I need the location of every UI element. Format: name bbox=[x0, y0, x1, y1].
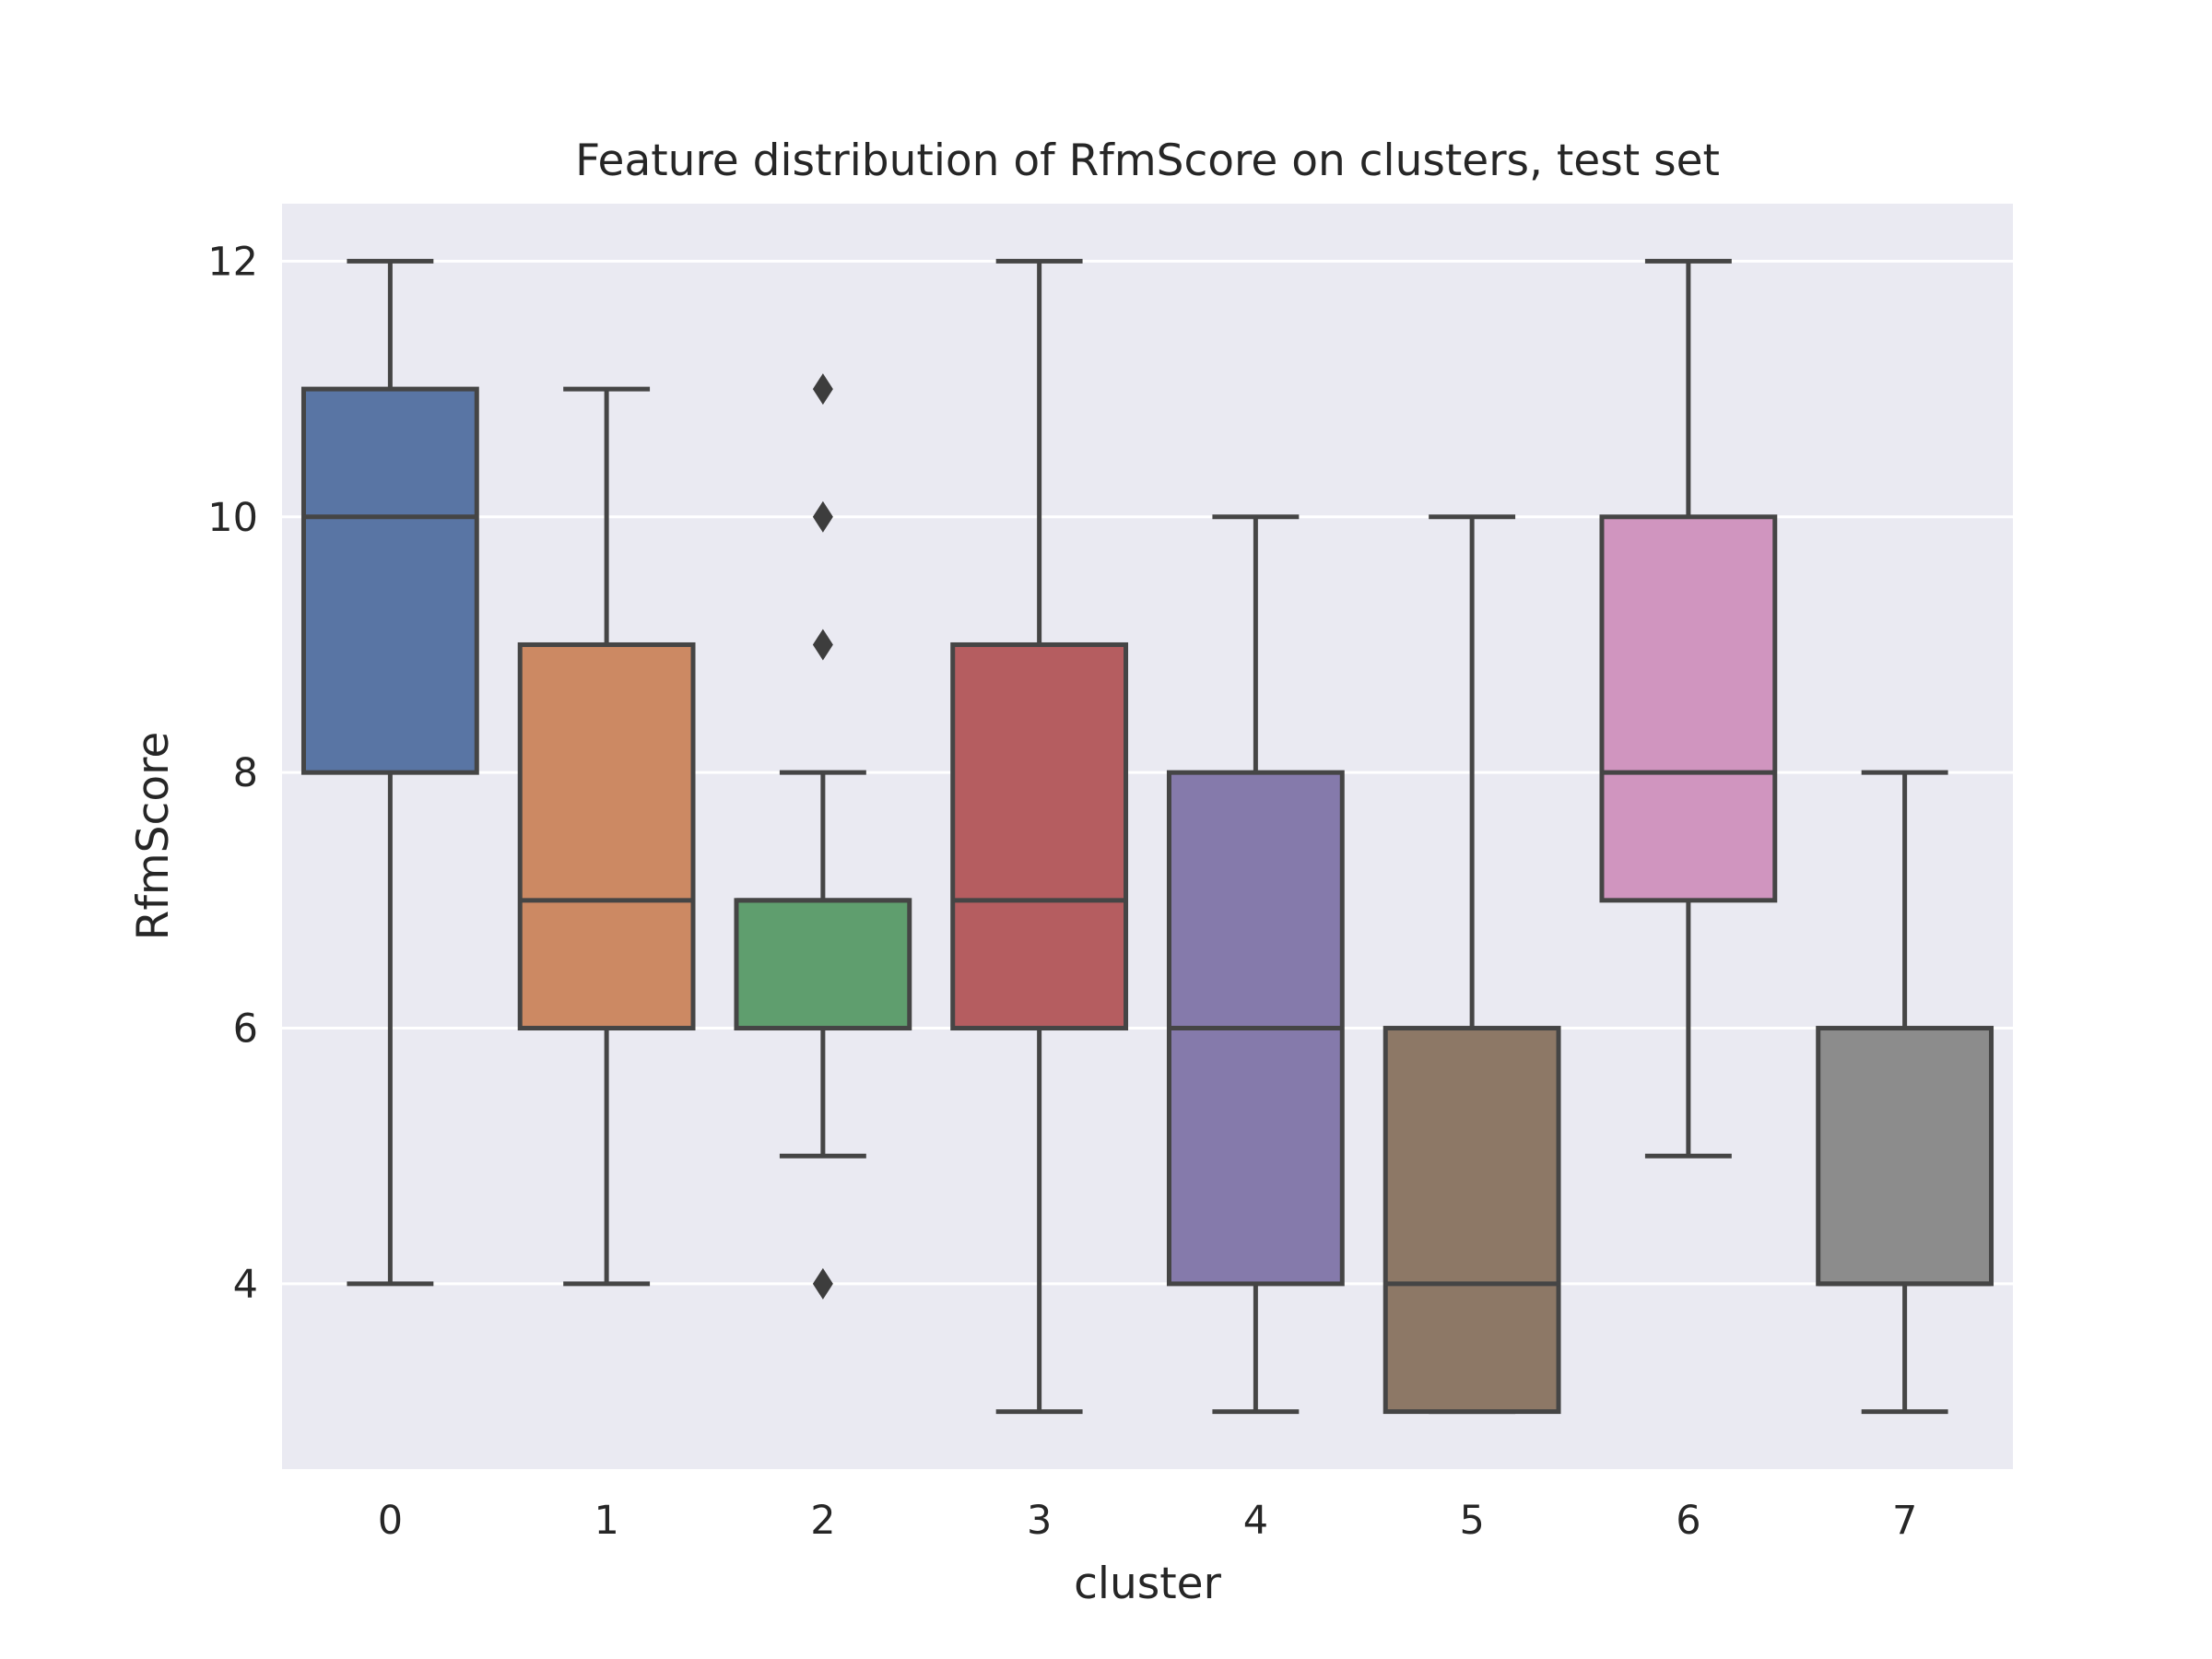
x-tick-label: 4 bbox=[1243, 1498, 1268, 1544]
outlier-point bbox=[812, 500, 833, 533]
box-cluster-2 bbox=[734, 373, 912, 1300]
chart-title: Feature distribution of RfmScore on clus… bbox=[575, 135, 1720, 186]
outlier-point bbox=[812, 373, 833, 406]
x-tick-label: 1 bbox=[594, 1498, 618, 1544]
x-tick-label: 3 bbox=[1027, 1498, 1052, 1544]
box-cluster-6 bbox=[1599, 258, 1778, 1159]
iqr-box bbox=[734, 898, 912, 1031]
iqr-box bbox=[950, 641, 1129, 1031]
box-cluster-3 bbox=[950, 258, 1129, 1415]
x-tick-label: 2 bbox=[810, 1498, 835, 1544]
x-tick-labels: 0 1 2 3 4 5 6 7 bbox=[378, 1498, 1918, 1544]
box-cluster-1 bbox=[517, 386, 696, 1287]
box-cluster-4 bbox=[1166, 514, 1345, 1415]
x-tick-label: 7 bbox=[1892, 1498, 1917, 1544]
iqr-box bbox=[1382, 1026, 1561, 1415]
box-cluster-0 bbox=[300, 258, 479, 1287]
iqr-box bbox=[1816, 1026, 1994, 1287]
y-tick-labels: 4 6 8 10 12 bbox=[207, 239, 258, 1307]
x-tick-label: 6 bbox=[1676, 1498, 1700, 1544]
y-tick-label: 6 bbox=[233, 1006, 258, 1053]
iqr-box bbox=[300, 386, 479, 775]
y-tick-label: 10 bbox=[207, 495, 258, 541]
x-tick-label: 0 bbox=[378, 1498, 403, 1544]
outlier-point bbox=[812, 629, 833, 661]
y-tick-label: 4 bbox=[233, 1262, 258, 1308]
box-cluster-7 bbox=[1816, 770, 1994, 1415]
x-tick-label: 5 bbox=[1459, 1498, 1484, 1544]
y-axis-label: RfmScore bbox=[128, 732, 179, 941]
y-tick-label: 12 bbox=[207, 239, 258, 285]
box-cluster-5 bbox=[1382, 514, 1561, 1415]
outlier-point bbox=[812, 1267, 833, 1300]
y-tick-label: 8 bbox=[233, 750, 258, 796]
x-axis-label: cluster bbox=[1074, 1559, 1222, 1609]
iqr-box bbox=[517, 641, 696, 1031]
boxes bbox=[300, 258, 1994, 1415]
iqr-box bbox=[1599, 514, 1778, 903]
